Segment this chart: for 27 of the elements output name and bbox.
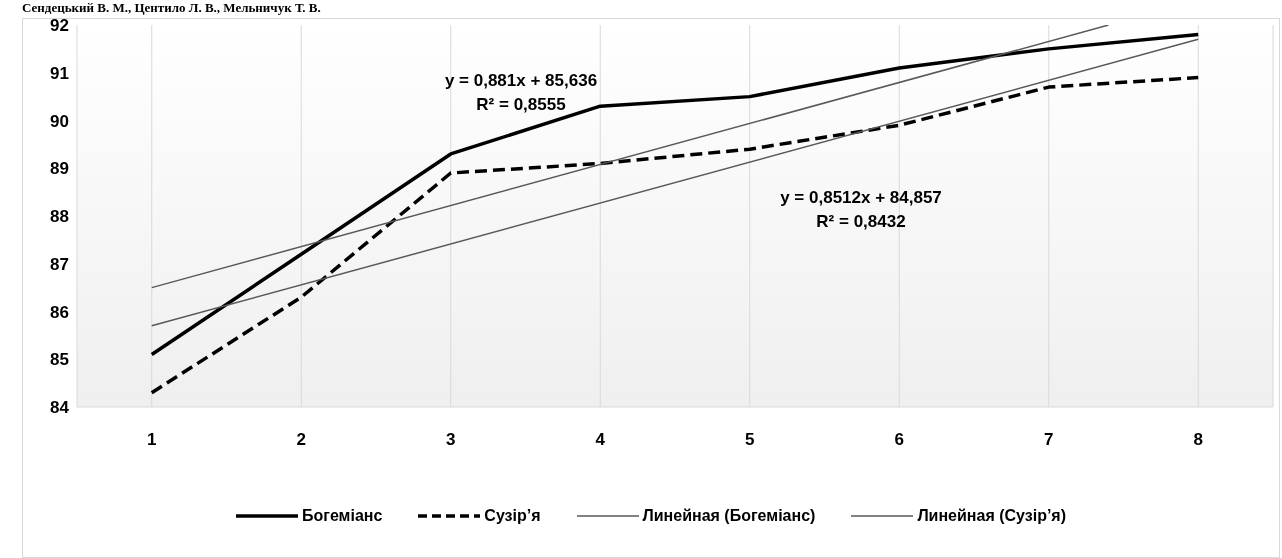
y-tick-label: 85	[50, 350, 69, 370]
annotation: y = 0,8512x + 84,857	[779, 187, 943, 209]
y-tick-label: 91	[50, 63, 69, 83]
x-tick-label: 4	[595, 430, 606, 450]
annotation: y = 0,881x + 85,636	[443, 70, 599, 92]
legend-label: Сузір’я	[484, 507, 541, 525]
y-tick-label: 84	[50, 398, 70, 418]
y-tick-label: 90	[50, 111, 69, 131]
annotation: R² = 0,8432	[815, 211, 907, 233]
x-tick-label: 2	[296, 430, 306, 450]
y-tick-label: 87	[50, 254, 69, 274]
x-tick-label: 5	[745, 430, 755, 450]
x-tick-label: 8	[1193, 430, 1203, 450]
y-tick-label: 92	[50, 16, 69, 36]
y-tick-label: 86	[50, 302, 69, 322]
legend-label: Линейная (Богеміанс)	[642, 507, 816, 525]
y-tick-label: 88	[50, 207, 69, 227]
legend-label: Богеміанс	[301, 507, 383, 525]
annotation: R² = 0,8555	[475, 94, 567, 116]
x-tick-label: 3	[446, 430, 456, 450]
text: Сендецький В. М., Центило Л. В., Мельничук Т. В.	[22, 0, 321, 16]
x-tick-label: 1	[147, 430, 157, 450]
y-tick-label: 89	[50, 159, 69, 179]
line-series	[150, 75, 1200, 395]
x-tick-label: 6	[894, 430, 904, 450]
legend-label: Линейная (Сузір’я)	[917, 507, 1067, 525]
x-tick-label: 7	[1044, 430, 1054, 450]
